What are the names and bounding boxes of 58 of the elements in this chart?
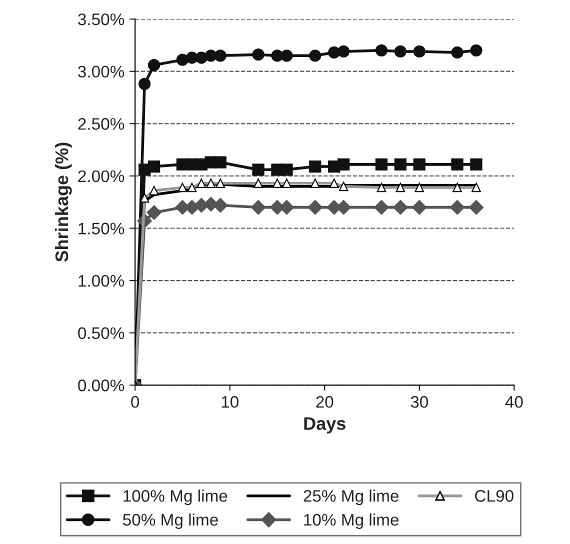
point xyxy=(146,205,162,220)
point xyxy=(413,158,426,171)
point xyxy=(187,182,197,192)
point xyxy=(450,200,465,215)
point xyxy=(412,200,427,215)
point xyxy=(252,164,264,176)
point xyxy=(337,45,350,58)
y-axis-title: Shrinkage (%) xyxy=(54,142,72,262)
point xyxy=(214,50,226,62)
point xyxy=(451,46,464,59)
x-axis-title: Days xyxy=(304,417,346,434)
point xyxy=(309,50,322,62)
point xyxy=(470,44,482,56)
point xyxy=(394,45,406,58)
point xyxy=(148,160,160,173)
y-tick-label: 0.50% xyxy=(78,327,124,340)
x-tick-label: 40 xyxy=(505,396,523,408)
y-tick-label: 1.00% xyxy=(78,274,124,287)
x-tick-label: 10 xyxy=(222,396,238,408)
point xyxy=(470,158,482,171)
point xyxy=(195,52,208,64)
x-tick-label: 0 xyxy=(131,396,140,408)
legend-label: 50% Mg lime xyxy=(122,513,218,529)
point xyxy=(375,158,388,171)
point xyxy=(309,160,322,173)
point xyxy=(394,158,406,171)
point xyxy=(280,164,293,176)
point xyxy=(308,200,323,215)
legend-label: 25% Mg lime xyxy=(304,490,399,506)
y-tick-label: 2.00% xyxy=(78,170,124,182)
y-tick-label: 1.50% xyxy=(78,222,124,234)
point xyxy=(148,58,160,72)
legend-label: CL90 xyxy=(475,490,514,502)
point xyxy=(374,200,389,215)
x-tick-label: 20 xyxy=(316,396,334,408)
legend-label: 100% Mg lime xyxy=(124,490,228,506)
point xyxy=(451,158,464,171)
point xyxy=(337,158,350,171)
x-tick-label: 30 xyxy=(410,396,428,408)
point xyxy=(338,182,348,192)
point xyxy=(250,200,266,215)
point xyxy=(206,178,216,188)
point xyxy=(176,54,189,66)
legend-label: 10% Mg lime xyxy=(304,513,399,529)
y-tick-label: 3.50% xyxy=(78,13,124,26)
point xyxy=(252,48,264,61)
point xyxy=(413,45,426,58)
point xyxy=(375,44,388,56)
y-tick-label: 0.00% xyxy=(78,380,124,392)
point xyxy=(138,78,151,90)
point xyxy=(468,200,484,215)
point xyxy=(196,178,206,188)
point xyxy=(216,178,226,188)
point xyxy=(280,50,293,62)
y-tick-label: 2.50% xyxy=(78,118,124,130)
y-tick-label: 3.00% xyxy=(78,66,124,78)
point xyxy=(393,200,408,215)
point xyxy=(214,156,226,168)
